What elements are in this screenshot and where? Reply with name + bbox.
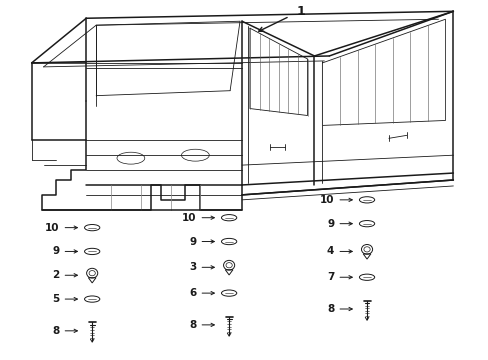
- Text: 8: 8: [326, 304, 334, 314]
- Text: 9: 9: [189, 237, 196, 247]
- Text: 2: 2: [52, 270, 60, 280]
- Text: 9: 9: [326, 219, 334, 229]
- Text: 4: 4: [326, 247, 334, 256]
- Text: 1: 1: [296, 5, 305, 18]
- Text: 8: 8: [52, 326, 60, 336]
- Text: 10: 10: [319, 195, 334, 205]
- Text: 6: 6: [189, 288, 196, 298]
- Text: 9: 9: [52, 247, 60, 256]
- Text: 5: 5: [52, 294, 60, 304]
- Text: 8: 8: [189, 320, 196, 330]
- Text: 3: 3: [189, 262, 196, 272]
- Text: 10: 10: [182, 213, 196, 223]
- Text: 7: 7: [326, 272, 334, 282]
- Text: 10: 10: [45, 222, 60, 233]
